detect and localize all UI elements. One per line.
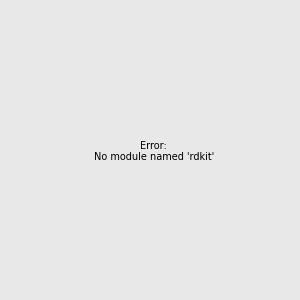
Text: Error:
No module named 'rdkit': Error: No module named 'rdkit': [94, 141, 214, 162]
